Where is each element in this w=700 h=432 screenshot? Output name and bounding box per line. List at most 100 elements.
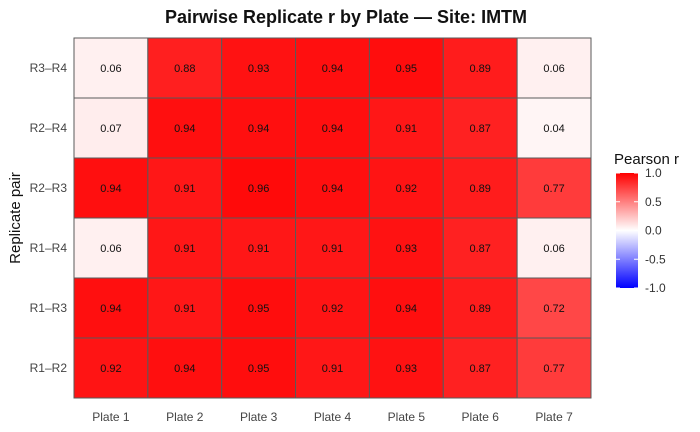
y-tick-label: R3–R4 xyxy=(30,61,68,75)
cell-value-label: 0.06 xyxy=(543,243,564,255)
cell-value-label: 0.94 xyxy=(396,303,417,315)
cell-value-label: 0.91 xyxy=(322,243,343,255)
heatmap-cells xyxy=(73,37,592,399)
heatmap-cell xyxy=(295,37,370,99)
cell-value-label: 0.94 xyxy=(174,123,195,135)
cell-value-label: 0.96 xyxy=(248,183,269,195)
heatmap-cell xyxy=(516,97,592,159)
cell-value-label: 0.92 xyxy=(396,183,417,195)
cell-value-label: 0.91 xyxy=(322,363,343,375)
cell-value-label: 0.89 xyxy=(470,183,491,195)
heatmap-cell xyxy=(73,97,149,159)
legend-ticks: 1.0 0.5 0.0 -0.5 -1.0 xyxy=(616,166,666,295)
heatmap-cell xyxy=(368,157,444,219)
cell-value-label: 0.07 xyxy=(100,123,121,135)
x-tick-label: Plate 3 xyxy=(240,410,278,424)
cell-value-label: 0.95 xyxy=(396,63,417,75)
cell-value-label: 0.95 xyxy=(248,303,269,315)
heatmap-cell xyxy=(221,157,297,219)
cell-value-label: 0.93 xyxy=(396,363,417,375)
cell-value-label: 0.91 xyxy=(248,243,269,255)
cell-value-label: 0.94 xyxy=(248,123,269,135)
cell-value-label: 0.94 xyxy=(100,183,121,195)
cell-value-label: 0.04 xyxy=(543,123,564,135)
heatmap-cell xyxy=(73,337,149,399)
legend-tick-label: -1.0 xyxy=(645,281,666,295)
heatmap-cell xyxy=(295,337,370,399)
legend-title: Pearson r xyxy=(614,151,679,168)
x-tick-label: Plate 6 xyxy=(462,410,500,424)
heatmap-cell xyxy=(221,97,297,159)
cell-value-label: 0.92 xyxy=(322,303,343,315)
x-tick-label: Plate 7 xyxy=(535,410,573,424)
cell-value-label: 0.72 xyxy=(543,303,564,315)
heatmap-cell xyxy=(368,97,444,159)
cell-value-label: 0.89 xyxy=(470,303,491,315)
x-tick-label: Plate 4 xyxy=(314,410,352,424)
cell-value-label: 0.06 xyxy=(100,243,121,255)
cell-value-label: 0.94 xyxy=(322,123,343,135)
cell-value-label: 0.87 xyxy=(470,243,491,255)
cell-value-label: 0.94 xyxy=(322,183,343,195)
cell-value-label: 0.91 xyxy=(396,123,417,135)
heatmap-cell xyxy=(295,157,370,219)
legend-tick-label: -0.5 xyxy=(645,252,666,266)
cell-value-label: 0.89 xyxy=(470,63,491,75)
cell-value-label: 0.91 xyxy=(174,303,195,315)
heatmap-cell xyxy=(295,217,370,279)
heatmap-cell xyxy=(516,337,592,399)
cell-value-label: 0.87 xyxy=(470,363,491,375)
cell-value-label: 0.77 xyxy=(543,183,564,195)
cell-value-label: 0.94 xyxy=(322,63,343,75)
legend-tick-label: 0.0 xyxy=(645,224,662,238)
x-tick-label: Plate 2 xyxy=(166,410,204,424)
legend-colorbar xyxy=(616,173,638,288)
y-axis-ticks: R3–R4 R2–R4 R2–R3 R1–R4 R1–R3 R1–R2 xyxy=(30,61,68,375)
heatmap-cell xyxy=(516,157,592,219)
legend-tick-label: 1.0 xyxy=(645,166,662,180)
cell-value-label: 0.06 xyxy=(100,63,121,75)
heatmap-cell xyxy=(368,337,444,399)
heatmap-cell xyxy=(516,217,592,279)
cell-value-label: 0.92 xyxy=(100,363,121,375)
heatmap-cell xyxy=(73,217,149,279)
cell-value-label: 0.06 xyxy=(543,63,564,75)
heatmap-cell xyxy=(147,337,223,399)
legend-tick-label: 0.5 xyxy=(645,195,662,209)
heatmap-cell xyxy=(442,157,518,219)
heatmap-cell xyxy=(73,277,149,339)
heatmap-cell xyxy=(221,277,297,339)
y-tick-label: R1–R3 xyxy=(30,301,68,315)
cell-value-label: 0.93 xyxy=(396,243,417,255)
cell-value-label: 0.91 xyxy=(174,183,195,195)
heatmap-cell-labels: 0.06 0.88 0.93 0.94 0.95 0.89 0.06 0.07 0.94 0.94… xyxy=(100,63,565,375)
y-tick-label: R2–R4 xyxy=(30,121,68,135)
y-tick-label: R2–R3 xyxy=(30,181,68,195)
heatmap-cell xyxy=(73,37,149,99)
heatmap-cell xyxy=(221,37,297,99)
x-tick-label: Plate 1 xyxy=(92,410,130,424)
heatmap-cell xyxy=(147,217,223,279)
cell-value-label: 0.94 xyxy=(100,303,121,315)
cell-value-label: 0.94 xyxy=(174,363,195,375)
cell-value-label: 0.93 xyxy=(248,63,269,75)
y-axis-label: Replicate pair xyxy=(7,172,24,264)
cell-value-label: 0.88 xyxy=(174,63,195,75)
x-axis-ticks: Plate 1 Plate 2 Plate 3 Plate 4 Plate 5 Plate… xyxy=(92,410,573,424)
color-legend: Pearson r 1.0 0.5 0.0 -0.5 -1.0 xyxy=(614,151,679,295)
chart-title: Pairwise Replicate r by Plate — Site: IM… xyxy=(165,7,527,27)
y-tick-label: R1–R2 xyxy=(30,361,68,375)
heatmap-cell xyxy=(147,37,223,99)
heatmap-cell xyxy=(147,157,223,219)
heatmap-cell xyxy=(442,337,518,399)
y-tick-label: R1–R4 xyxy=(30,241,68,255)
cell-value-label: 0.77 xyxy=(543,363,564,375)
x-tick-label: Plate 5 xyxy=(388,410,426,424)
heatmap-cell xyxy=(442,37,518,99)
cell-value-label: 0.91 xyxy=(174,243,195,255)
heatmap-cell xyxy=(442,217,518,279)
cell-value-label: 0.95 xyxy=(248,363,269,375)
cell-value-label: 0.87 xyxy=(470,123,491,135)
heatmap-cell xyxy=(221,337,297,399)
